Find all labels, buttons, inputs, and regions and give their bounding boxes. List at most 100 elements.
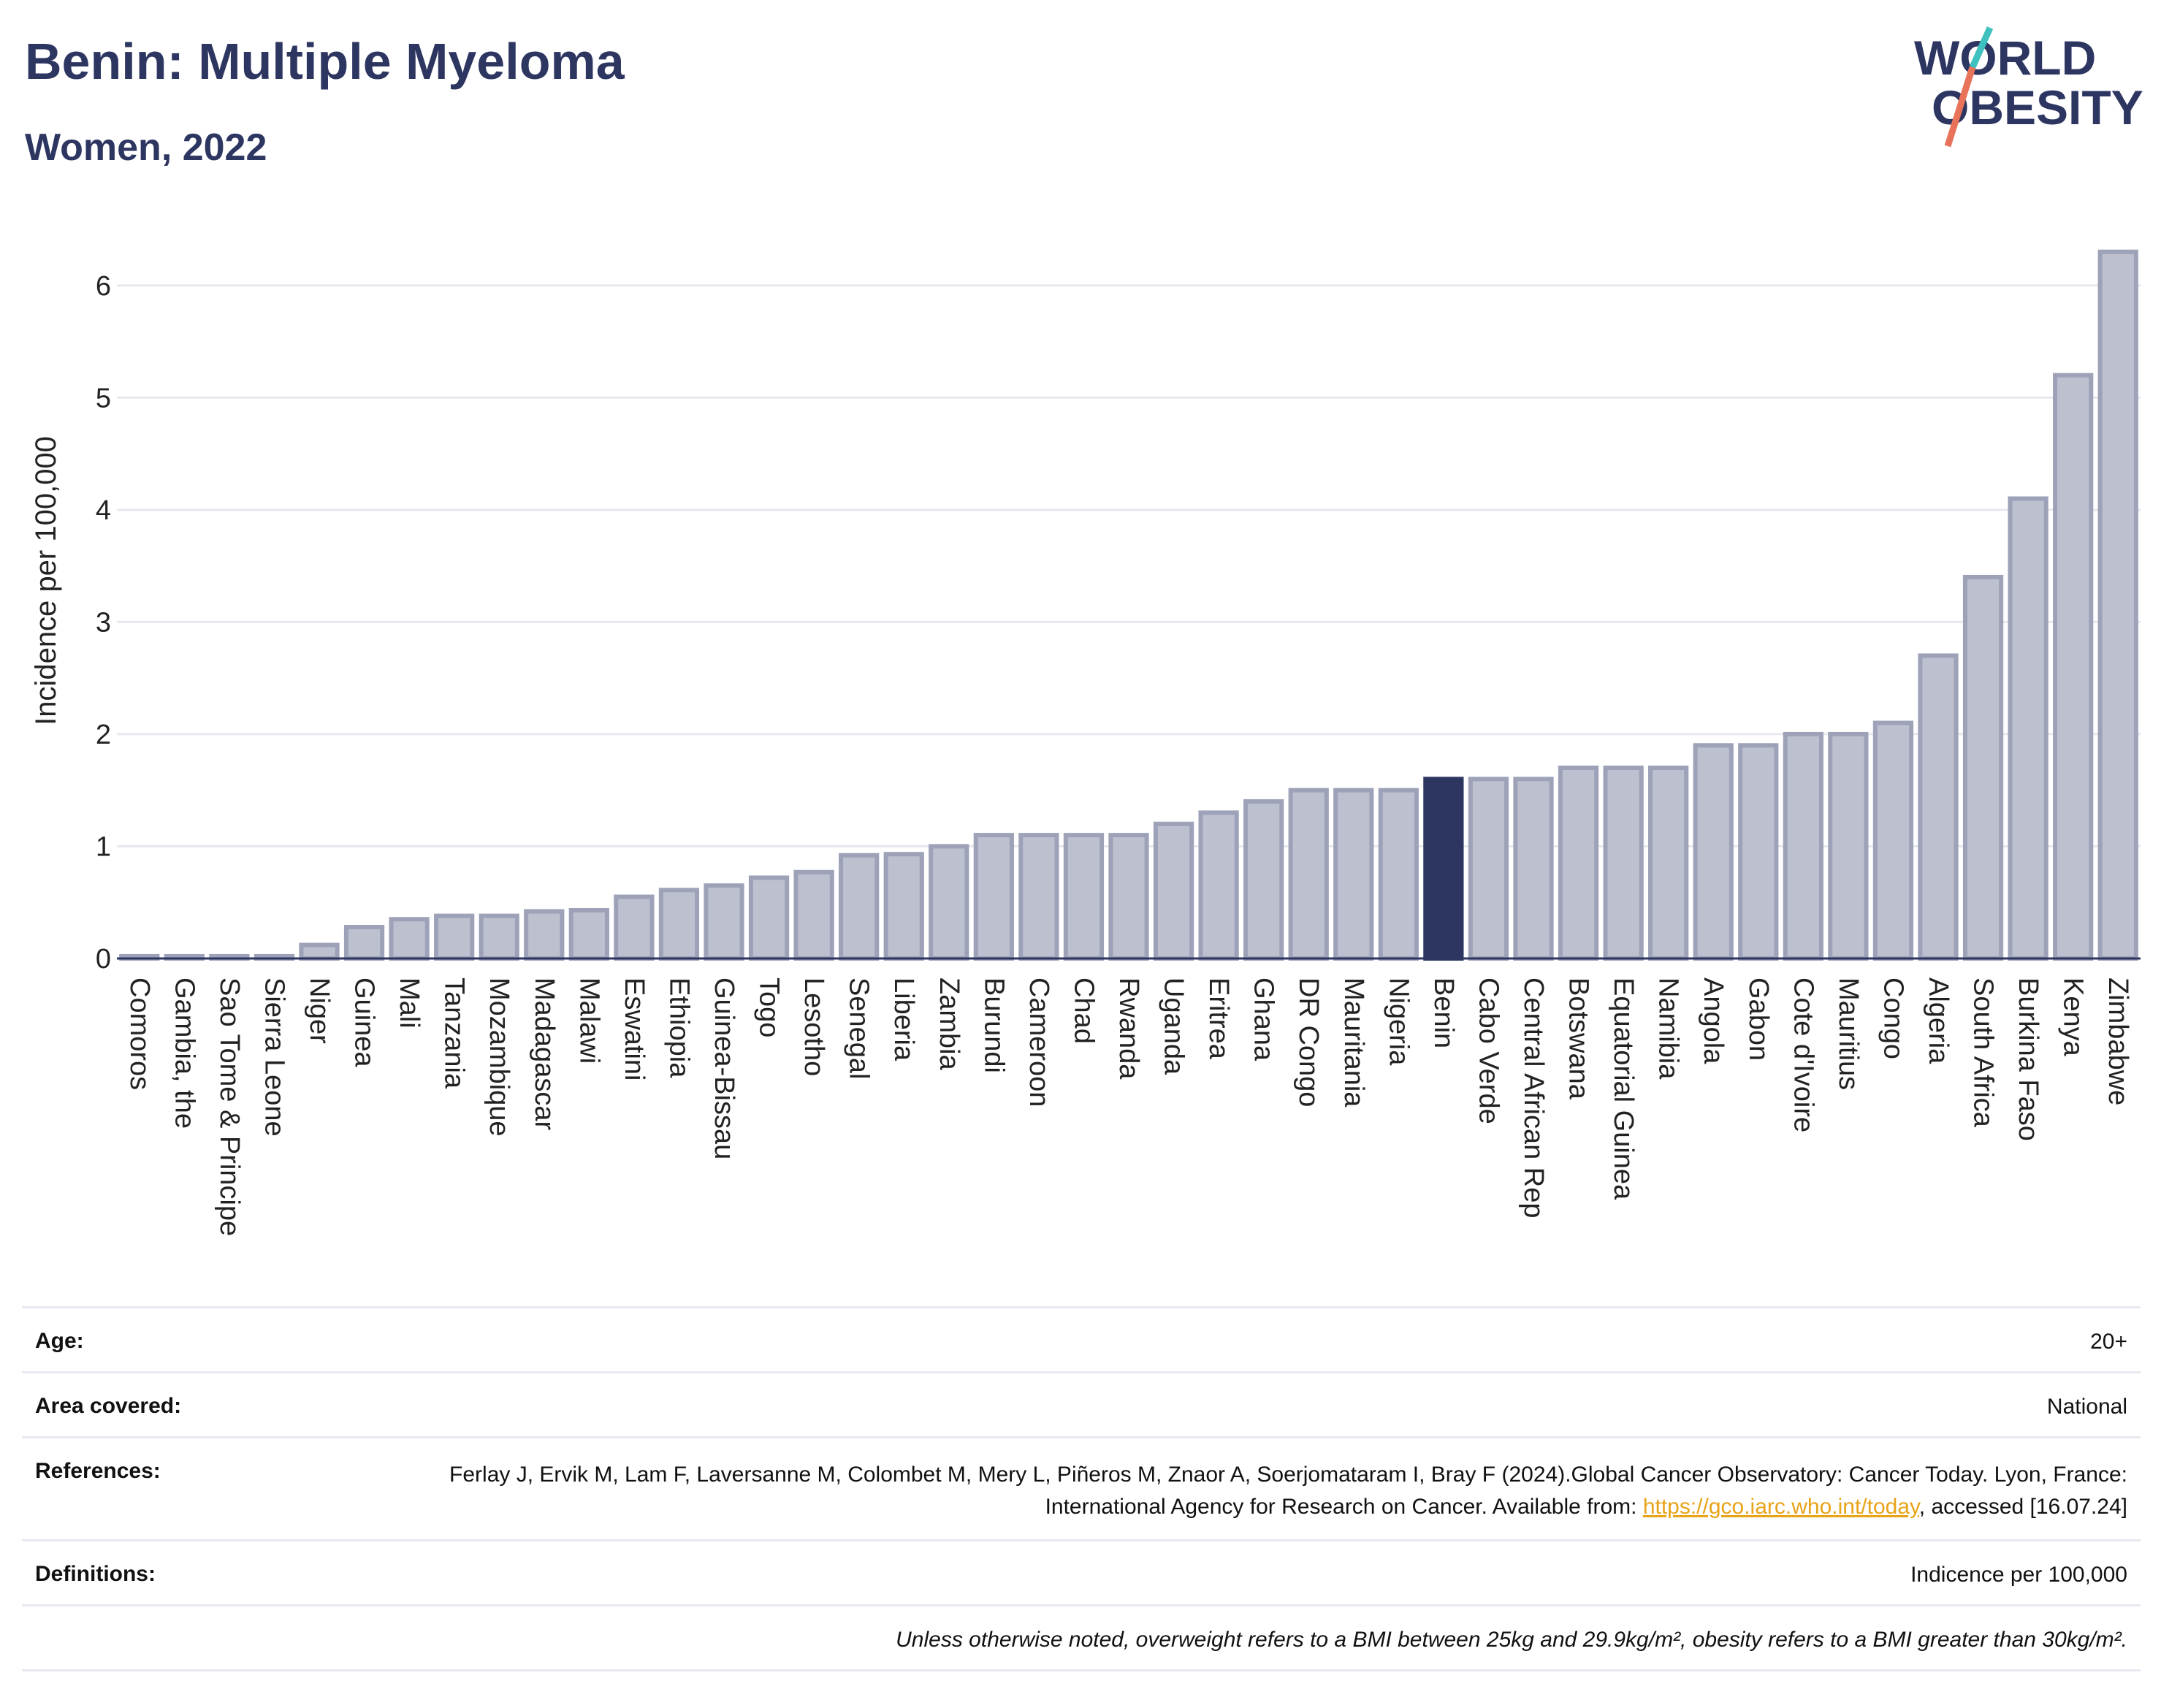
age-label: Age: — [35, 1329, 84, 1353]
bar — [1962, 574, 2004, 961]
references-text-1: Ferlay J, Ervik M, Lam F, Laversanne M, … — [449, 1463, 2127, 1519]
x-tick-labels: Comoros Gambia, the Sao Tome & Principe Sie… — [124, 977, 2133, 1236]
bar — [1288, 788, 1329, 961]
x-tick-label: Madagascar — [529, 977, 560, 1130]
x-tick-label: Malawi — [573, 977, 604, 1064]
x-tick-label: Benin — [1428, 977, 1459, 1048]
bar — [2008, 496, 2048, 961]
logo-line1: WORLD — [1914, 31, 2096, 85]
x-tick-label: Senegal — [844, 977, 874, 1079]
y-tick-label: 1 — [96, 831, 111, 862]
x-tick-label: DR Congo — [1293, 977, 1324, 1107]
bar — [524, 909, 565, 961]
meta-row-area: Area covered: National — [22, 1371, 2141, 1436]
x-tick-label: Togo — [754, 977, 785, 1037]
logo-slash-teal — [1969, 26, 1994, 69]
x-tick-label: Cabo Verde — [1473, 977, 1503, 1124]
x-tick-label: Mauritania — [1338, 977, 1369, 1107]
y-tick-label: 4 — [96, 495, 111, 526]
bar — [1108, 833, 1149, 961]
bar — [973, 833, 1014, 961]
area-value: National — [2046, 1395, 2127, 1419]
x-tick-label: Rwanda — [1113, 977, 1144, 1080]
bar — [704, 883, 744, 961]
x-tick-label: Burkina Faso — [2013, 977, 2043, 1141]
y-tick-labels: 0 1 2 3 4 5 6 — [96, 271, 111, 975]
x-tick-label: Lesotho — [799, 977, 829, 1076]
x-tick-label: Botswana — [1563, 977, 1594, 1100]
x-tick-label: Eswatini — [619, 977, 649, 1081]
chart-title: Benin: Multiple Myeloma — [25, 33, 625, 90]
meta-row-definitions: Definitions: Indicence per 100,000 — [22, 1539, 2141, 1604]
bar — [1018, 833, 1059, 961]
bar — [1468, 777, 1509, 961]
bar — [2097, 249, 2138, 961]
bmi-note: Unless otherwise noted, overweight refer… — [896, 1628, 2127, 1652]
bar — [1513, 777, 1554, 961]
bar — [658, 888, 700, 961]
bar — [389, 917, 430, 961]
bar — [1603, 765, 1644, 961]
meta-row-references: References: Ferlay J, Ervik M, Lam F, La… — [22, 1436, 2141, 1539]
bar — [1063, 833, 1105, 961]
x-tick-label: Chad — [1068, 977, 1099, 1044]
x-tick-label: Guinea-Bissau — [709, 977, 739, 1159]
bar — [1783, 731, 1823, 961]
bar — [929, 844, 969, 961]
bar — [614, 894, 655, 961]
x-tick-label: Kenya — [2058, 977, 2089, 1057]
bar — [2053, 373, 2094, 961]
x-tick-label: Niger — [304, 977, 335, 1044]
x-tick-label: Tanzania — [439, 977, 470, 1089]
references-text-2: , accessed [16.07.24] — [1918, 1495, 2127, 1519]
bar-chart: 0 1 2 3 4 5 6 Comoros Gambia, the Sao Tome & Pri… — [30, 249, 2141, 1236]
definitions-label: Definitions: — [35, 1562, 156, 1586]
x-tick-label: Cote d'Ivoire — [1788, 977, 1818, 1132]
references-label: References: — [35, 1459, 161, 1483]
x-tick-label: Zambia — [934, 977, 964, 1071]
bar — [1243, 799, 1284, 961]
references-value: Ferlay J, Ervik M, Lam F, Laversanne M, … — [447, 1459, 2127, 1523]
meta-row-note: Unless otherwise noted, overweight refer… — [22, 1604, 2141, 1671]
x-tick-label: Ethiopia — [663, 977, 694, 1078]
definitions-value: Indicence per 100,000 — [1910, 1563, 2127, 1587]
bars — [117, 249, 2141, 961]
x-tick-label: Ghana — [1249, 977, 1279, 1061]
x-tick-label: Zimbabwe — [2103, 977, 2133, 1105]
x-tick-label: Sao Tome & Principe — [214, 977, 245, 1236]
x-tick-label: Central African Rep — [1518, 977, 1549, 1219]
x-tick-label: Liberia — [888, 977, 919, 1061]
bar — [1872, 720, 1914, 961]
area-label: Area covered: — [35, 1394, 182, 1418]
x-tick-label: Nigeria — [1383, 977, 1414, 1066]
x-tick-label: Gambia, the — [169, 977, 199, 1129]
y-tick-label: 2 — [96, 720, 111, 750]
meta-row-age: Age: 20+ — [22, 1306, 2141, 1371]
bar — [793, 869, 834, 961]
bar — [434, 913, 475, 961]
y-tick-label: 0 — [96, 944, 111, 975]
bar — [1153, 821, 1194, 961]
bar — [1333, 788, 1374, 961]
bar — [1738, 743, 1779, 961]
x-tick-label: Comoros — [124, 977, 155, 1090]
x-tick-label: Algeria — [1923, 977, 1954, 1064]
bar — [1918, 653, 1959, 961]
logo-slash-coral — [1944, 66, 1976, 148]
x-tick-label: Equatorial Guinea — [1608, 977, 1639, 1200]
x-tick-label: Mozambique — [484, 977, 514, 1137]
bar — [299, 942, 340, 961]
references-link[interactable]: https://gco.iarc.who.int/today — [1642, 1495, 1919, 1519]
bar — [568, 907, 609, 961]
x-tick-label: Mali — [394, 977, 424, 1029]
bar — [839, 853, 880, 961]
y-axis-label: Incidence per 100,000 — [30, 436, 62, 725]
bar — [1648, 765, 1689, 961]
x-tick-label: Uganda — [1159, 977, 1189, 1075]
world-obesity-logo: WORLD OBESITY — [1914, 26, 2143, 148]
bar — [343, 925, 385, 961]
bar — [1558, 765, 1599, 961]
x-tick-label: South Africa — [1968, 977, 1999, 1128]
bar — [1693, 743, 1734, 961]
y-tick-label: 6 — [96, 271, 111, 302]
